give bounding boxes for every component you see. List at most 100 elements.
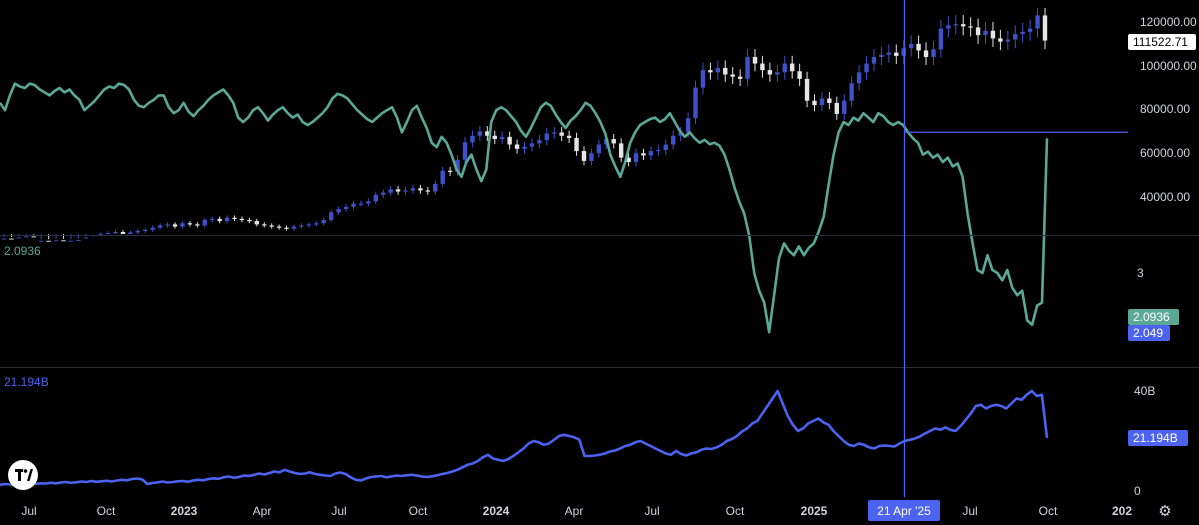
candle-body [284,227,289,229]
volume-current-value: 21.194B [4,375,49,389]
candle-body [217,218,222,222]
ratio-crosshair-label: 2.049 [1133,326,1163,340]
candle-body [938,28,944,50]
candle-body [574,137,579,152]
x-tick-label: Jul [21,504,36,518]
candle-body [470,135,475,143]
candle-body [9,238,14,240]
candle-body [239,218,245,221]
candle-body [31,236,36,238]
volume-tick-label: 0 [1134,484,1141,498]
ratio-line [0,82,1049,334]
candle-body [633,153,639,162]
candle-body [998,38,1003,42]
candle-body [715,67,721,73]
last-price-label: 111522.71 [1133,35,1188,49]
crosshair-date-label: 21 Apr '25 [877,504,931,518]
candle-body [961,24,966,27]
candle-body [1013,34,1018,40]
candle-body [38,240,44,242]
candle-body [403,190,408,192]
candle-body [224,217,230,222]
candle-body [819,98,825,106]
candle-body [566,135,572,138]
y-axis: 120000.00 100000.00 80000.00 60000.00 40000.… [1128,15,1197,498]
candle-body [842,100,847,114]
candle-body [522,146,527,149]
x-tick-label: 2023 [171,504,198,518]
gear-icon[interactable]: ⚙ [1158,502,1172,520]
candle-body [589,153,594,161]
ratio-tick-label: 3 [1137,266,1144,280]
x-tick-label: Oct [1039,504,1058,518]
candle-body [165,224,170,226]
candle-body [46,240,51,242]
candle-body [1042,15,1048,41]
x-tick-label: 2025 [801,504,828,518]
candle-body [232,217,237,219]
candle-body [648,151,654,156]
candle-body [120,232,126,234]
candle-body [1,238,7,240]
candle-body [187,223,193,225]
candle-body [61,240,66,242]
candle-body [113,232,118,234]
candle-body [797,71,802,79]
candle-body [1027,28,1033,32]
candle-body [373,194,378,202]
candle-body [901,48,906,56]
candle-body [381,192,386,195]
volume-line-group [0,389,1049,487]
candle-body [827,98,832,103]
price-candles [1,8,1048,242]
candle-body [395,189,401,192]
candle-body [150,227,155,230]
price-tick-label: 100000.00 [1140,59,1197,73]
candle-body [641,153,646,156]
tradingview-logo [8,460,38,490]
candle-body [321,219,326,224]
candle-body [581,151,587,161]
candle-body [447,170,453,172]
volume-last-label: 21.194B [1133,431,1178,445]
volume-last-badge [1128,430,1188,446]
crosshair [903,0,1128,497]
candle-body [708,70,713,73]
candle-body [328,212,334,220]
x-tick-label: Oct [97,504,116,518]
crosshair-date-badge [868,500,940,521]
candle-body [336,209,341,213]
x-tick-label: Oct [409,504,428,518]
candle-body [968,26,973,28]
candle-body [552,132,557,134]
candle-body [128,232,133,234]
candle-body [737,76,743,79]
candle-body [745,57,750,79]
candle-body [269,225,274,227]
candle-body [886,52,892,55]
x-axis: Jul Oct 2023 Apr Jul Oct 2024 Apr Jul Oct 2025 Jul O… [21,500,1132,521]
candle-body [83,237,88,239]
candle-body [485,131,490,136]
candle-body [418,188,423,191]
candle-body [931,49,936,57]
candle-body [871,57,877,64]
candle-body [514,144,520,149]
volume-tick-label: 40B [1134,384,1155,398]
candle-body [775,72,780,75]
candle-body [596,144,602,154]
candle-body [953,24,958,26]
candle-body [544,133,550,141]
candle-body [804,78,810,101]
pane-labels: 2.0936 21.194B [4,244,49,389]
candle-body [849,83,854,101]
x-tick-label: Jul [331,504,346,518]
price-tick-label: 120000.00 [1140,15,1197,29]
candle-body [983,30,988,36]
candle-body [499,136,505,140]
candle-body [723,67,728,75]
candle-body [351,203,356,207]
candle-body [1020,31,1025,35]
candle-body [24,236,29,238]
